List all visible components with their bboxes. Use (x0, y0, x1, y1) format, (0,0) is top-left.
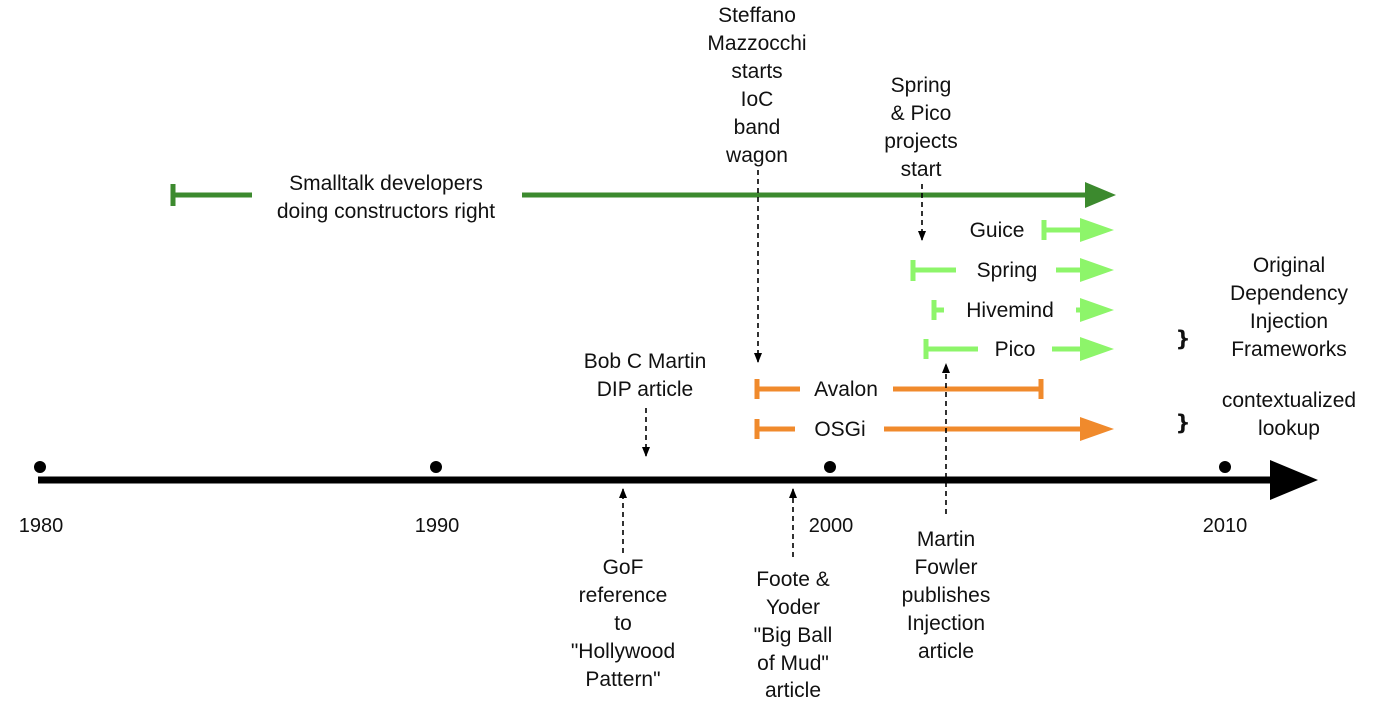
span-spring-label: Spring (977, 259, 1038, 282)
span-smalltalk: Smalltalk developers doing constructors … (170, 172, 1116, 223)
span-pico: Pico (923, 337, 1114, 361)
tick-2000 (824, 461, 836, 473)
event-bob-martin: Bob C Martin DIP article (584, 350, 707, 457)
event-fowler-line-2: Fowler (914, 556, 977, 579)
span-hivemind: Hivemind (931, 298, 1114, 322)
event-spring-pico-start-line-1: Spring (891, 74, 952, 97)
event-foote-yoder-line-3: "Big Ball (754, 624, 833, 647)
event-mazzocchi-line-6: wagon (725, 144, 788, 167)
event-fowler-line-5: article (918, 640, 974, 663)
group-contextualized-brace: } (1176, 411, 1191, 435)
year-label-2000: 2000 (809, 515, 854, 537)
event-mazzocchi-line-4: IoC (741, 88, 774, 111)
span-guice-arrowhead (1080, 218, 1114, 242)
year-label-1980: 1980 (19, 515, 64, 537)
event-fowler-line-1: Martin (917, 528, 975, 551)
event-spring-pico-start-line-3: projects (884, 130, 958, 153)
span-spring: Spring (910, 258, 1114, 282)
event-fowler-line-4: Injection (907, 612, 985, 635)
event-mazzocchi-line-5: band (734, 116, 781, 139)
event-mazzocchi-line-3: starts (731, 60, 782, 83)
group-original-line-1: Original (1253, 254, 1325, 277)
event-foote-yoder-line-2: Yoder (766, 596, 820, 619)
group-contextualized-lookup: } contextualized lookup (1176, 389, 1357, 440)
group-original-line-2: Dependency (1230, 282, 1348, 305)
event-bob-martin-line-2: DIP article (597, 378, 693, 401)
event-fowler-line-3: publishes (902, 584, 991, 607)
time-axis: 1980 1990 2000 2010 (19, 460, 1318, 537)
event-mazzocchi: Steffano Mazzocchi starts IoC band wagon (707, 4, 807, 363)
span-pico-arrowhead (1080, 337, 1114, 361)
group-original-brace: } (1176, 327, 1191, 351)
group-original-frameworks: } Original Dependency Injection Framewor… (1176, 254, 1349, 361)
event-foote-yoder-line-4: of Mud" (757, 652, 829, 675)
event-foote-yoder-line-1: Foote & (756, 568, 830, 591)
group-contextualized-line-1: contextualized (1222, 389, 1356, 412)
span-avalon-label: Avalon (814, 378, 878, 401)
event-fowler: Martin Fowler publishes Injection articl… (902, 363, 991, 663)
span-osgi-label: OSGi (814, 418, 865, 441)
group-contextualized-line-2: lookup (1258, 417, 1320, 440)
span-hivemind-label: Hivemind (966, 299, 1054, 322)
event-gof-line-4: "Hollywood (571, 640, 675, 663)
tick-2010 (1219, 461, 1231, 473)
event-mazzocchi-line-1: Steffano (718, 4, 796, 27)
time-axis-arrowhead (1270, 460, 1318, 500)
event-mazzocchi-line-2: Mazzocchi (707, 32, 806, 55)
group-original-line-3: Injection (1250, 310, 1328, 333)
span-spring-arrowhead (1080, 258, 1114, 282)
event-gof-line-5: Pattern" (585, 668, 660, 691)
event-foote-yoder: Foote & Yoder "Big Ball of Mud" article (754, 488, 833, 702)
tick-1990 (430, 461, 442, 473)
span-smalltalk-label-line-1: Smalltalk developers (289, 172, 483, 195)
group-original-line-4: Frameworks (1231, 338, 1347, 361)
span-smalltalk-label-line-2: doing constructors right (277, 200, 495, 223)
event-spring-pico-start: Spring & Pico projects start (884, 74, 958, 241)
span-smalltalk-arrowhead (1085, 182, 1116, 208)
event-gof-line-2: reference (579, 584, 668, 607)
span-hivemind-arrowhead (1080, 298, 1114, 322)
span-guice-label: Guice (970, 219, 1025, 242)
span-avalon: Avalon (754, 378, 1044, 401)
year-label-2010: 2010 (1203, 515, 1248, 537)
event-gof: GoF reference to "Hollywood Pattern" (571, 488, 675, 691)
span-guice: Guice (970, 218, 1114, 242)
event-bob-martin-line-1: Bob C Martin (584, 350, 707, 373)
event-foote-yoder-line-5: article (765, 679, 821, 702)
event-spring-pico-start-line-4: start (901, 158, 942, 181)
span-pico-label: Pico (995, 338, 1036, 361)
event-gof-line-3: to (614, 612, 632, 635)
event-spring-pico-start-line-2: & Pico (891, 102, 952, 125)
event-gof-line-1: GoF (603, 556, 644, 579)
tick-1980 (34, 461, 46, 473)
span-osgi-arrowhead (1080, 417, 1114, 441)
year-label-1990: 1990 (415, 515, 460, 537)
span-osgi: OSGi (754, 417, 1114, 441)
